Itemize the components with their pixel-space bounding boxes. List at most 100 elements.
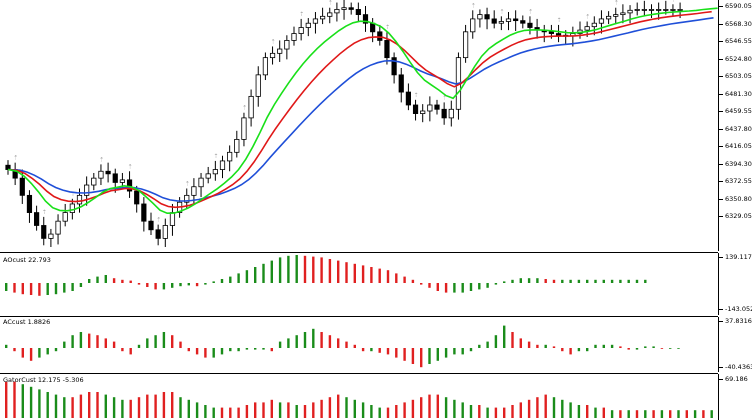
ac-bar: [146, 338, 149, 348]
gator-bar: [494, 407, 498, 418]
gator-bar: [46, 392, 49, 418]
candle-body: [527, 22, 533, 28]
gator-bar: [594, 407, 597, 418]
candle-body: [162, 225, 168, 239]
ao-bar: [619, 279, 622, 283]
candle-body: [98, 170, 104, 179]
gator-bar: [137, 397, 141, 418]
ao-bar: [79, 283, 83, 287]
ac-bar: [54, 348, 58, 352]
ao-bar: [586, 279, 589, 283]
ao-bar: [361, 265, 365, 283]
gator-bar: [220, 407, 224, 418]
ao-axis-top: 139.117: [725, 253, 752, 261]
gator-bar: [511, 405, 514, 418]
fractal-marker: ⇡: [385, 24, 390, 31]
candle-body: [355, 9, 361, 16]
gator-bar: [195, 402, 199, 418]
gator-bar: [320, 399, 323, 418]
ao-bar: [552, 279, 556, 283]
candle-body: [319, 15, 326, 20]
gator-bar: [420, 397, 423, 418]
candle-body: [305, 22, 311, 28]
ac-bar: [436, 348, 439, 361]
candle-body: [312, 18, 319, 24]
gator-bar: [544, 394, 547, 418]
gator-bar: [38, 389, 41, 418]
ac-pane[interactable]: ACcust 1.8826: [0, 317, 718, 372]
fractal-marker: ⇡: [585, 13, 590, 20]
gator-bar: [262, 402, 265, 418]
gator-bar: [378, 407, 381, 418]
ao-bar: [5, 283, 8, 291]
ao-bar: [13, 283, 16, 293]
gator-pane[interactable]: GatorCust 12.175 -5.306: [0, 374, 718, 420]
gator-bar: [212, 407, 215, 418]
ac-bar: [361, 348, 365, 352]
ac-bar: [204, 348, 207, 358]
ao-bar: [444, 283, 448, 293]
candle-body: [484, 14, 490, 20]
gator-bar: [527, 399, 531, 418]
ao-bar: [179, 283, 182, 287]
price-chart-pane[interactable]: ⇡⇡⇡⇡⇡⇡⇡⇡⇡⇡⇡⇡⇡⇡⇡⇡⇡⇡⇡⇡⇡⇡⇡⇡: [0, 0, 718, 251]
ac-bar: [104, 338, 107, 348]
ac-bar: [320, 332, 323, 348]
gator-bar: [112, 397, 116, 418]
ao-bar: [536, 278, 539, 283]
gator-bar: [278, 402, 282, 418]
gator-bar: [395, 405, 398, 418]
ao-bar: [386, 270, 390, 283]
fractal-marker: ⇡: [42, 209, 47, 216]
candle-body: [513, 18, 519, 22]
gator-bar: [121, 399, 124, 418]
candle-body: [613, 14, 619, 17]
candle-body: [248, 95, 254, 119]
candle-body: [462, 31, 469, 59]
candle-body: [26, 194, 33, 213]
candle-body: [670, 9, 676, 11]
ao-bar: [594, 279, 597, 283]
gator-histogram: [5, 381, 713, 418]
ao-bar: [486, 283, 489, 288]
candle-body: [505, 18, 512, 22]
gator-bar: [685, 410, 688, 418]
gator-bar: [693, 410, 697, 418]
ao-bar: [303, 255, 307, 283]
candle-body: [341, 7, 347, 10]
ac-bar: [79, 332, 83, 348]
fractal-marker: ⇡: [471, 2, 476, 9]
ao-bar: [411, 279, 415, 283]
gator-bar: [519, 402, 522, 418]
gator-bar: [669, 410, 672, 418]
gator-bar: [403, 402, 406, 418]
ao-bar: [29, 283, 33, 295]
ao-bar: [21, 283, 24, 295]
fractal-marker: ⇡: [13, 155, 18, 162]
gator-bar: [237, 407, 240, 418]
ao-label: AOcust 22.793: [3, 256, 51, 264]
candle-body: [377, 31, 383, 41]
candle-body: [441, 108, 447, 119]
ao-bar: [254, 267, 257, 283]
price-tick-label: 6546.55: [725, 37, 752, 45]
price-chart[interactable]: ⇡⇡⇡⇡⇡⇡⇡⇡⇡⇡⇡⇡⇡⇡⇡⇡⇡⇡⇡⇡⇡⇡⇡⇡: [0, 0, 718, 251]
ac-bar: [287, 338, 290, 348]
ac-bar: [370, 348, 373, 352]
ao-pane[interactable]: AOcust 22.793: [0, 253, 718, 315]
ac-axis: 37.8316 -40.4363: [718, 317, 752, 372]
gator-bar: [536, 397, 539, 418]
ac-bar: [38, 348, 41, 358]
candle-body: [477, 14, 483, 20]
ao-bar: [627, 279, 630, 283]
price-tick-label: 6416.05: [725, 142, 752, 150]
candle-body: [398, 74, 404, 93]
gator-bar: [187, 399, 190, 418]
ac-bar: [386, 348, 390, 355]
gator-bar: [129, 399, 132, 418]
ao-bar: [104, 275, 107, 283]
ac-bar: [403, 348, 406, 361]
ac-bar: [486, 341, 489, 348]
ac-bar: [503, 325, 506, 348]
ao-bar: [610, 279, 614, 283]
